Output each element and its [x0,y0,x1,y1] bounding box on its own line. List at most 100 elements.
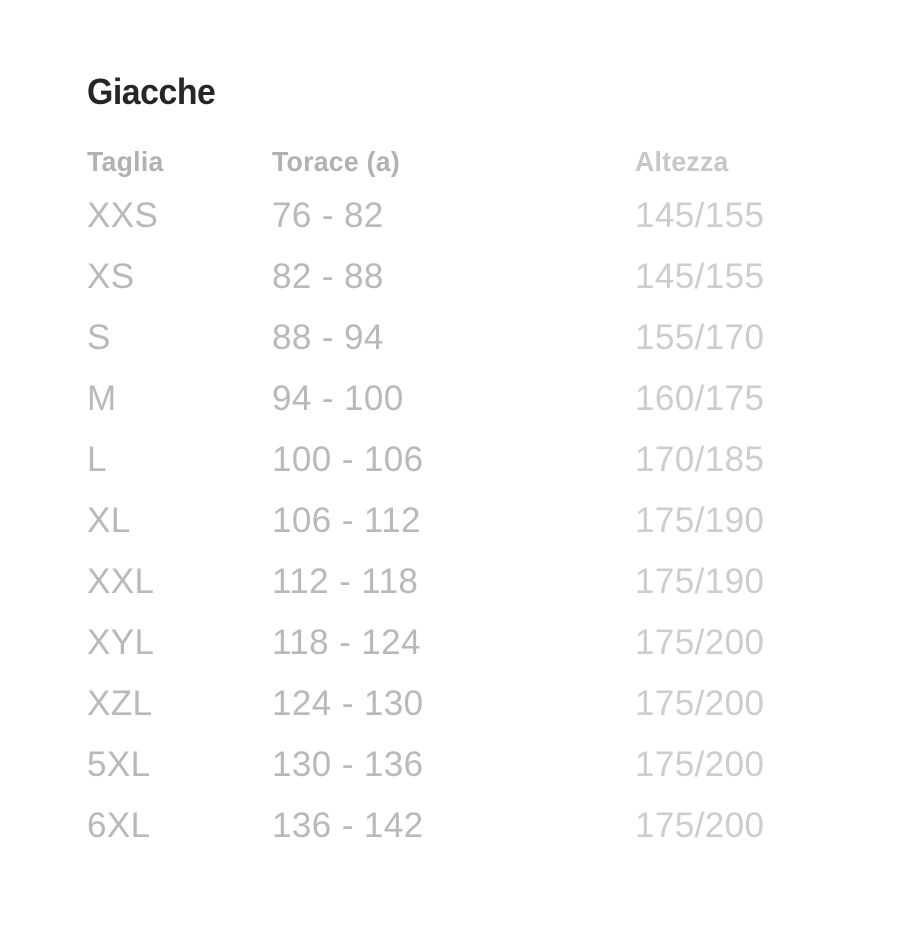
column-header-torace: Torace (a) [272,138,635,185]
cell-taglia-value: XL [87,501,131,540]
table-row: XYL 118 - 124 175/200 [0,612,900,673]
table-row: 6XL 136 - 142 175/200 [0,795,900,856]
cell-altezza-value: 175/200 [635,745,765,784]
table-row: XS 82 - 88 145/155 [0,246,900,307]
cell-taglia: XL [87,490,272,551]
table-gutter [0,368,87,429]
page-title: Giacche [87,71,216,112]
table-gutter [0,185,87,246]
cell-taglia-value: XYL [87,623,155,662]
table-header: Taglia Torace (a) Altezza [0,138,900,185]
table-gutter [0,246,87,307]
cell-taglia-value: XS [87,257,135,296]
table-gutter [0,612,87,673]
cell-taglia: XXL [87,551,272,612]
cell-altezza: 145/155 [635,185,900,246]
cell-taglia: L [87,429,272,490]
cell-altezza-value: 175/200 [635,623,765,662]
cell-taglia-value: L [87,440,107,479]
column-header-altezza-label: Altezza [635,146,729,177]
table-gutter [0,673,87,734]
cell-torace-value: 88 - 94 [272,318,384,357]
table-header-row: Taglia Torace (a) Altezza [0,138,900,185]
cell-altezza-value: 155/170 [635,318,765,357]
cell-torace: 76 - 82 [272,185,635,246]
cell-taglia-value: 5XL [87,745,151,784]
table-gutter [0,734,87,795]
cell-torace-value: 76 - 82 [272,196,384,235]
cell-taglia: XXS [87,185,272,246]
cell-torace-value: 82 - 88 [272,257,384,296]
cell-taglia-value: S [87,318,111,357]
cell-taglia: XYL [87,612,272,673]
cell-torace: 136 - 142 [272,795,635,856]
cell-torace-value: 112 - 118 [272,562,419,601]
cell-taglia: 6XL [87,795,272,856]
cell-altezza-value: 175/190 [635,501,765,540]
column-header-taglia: Taglia [87,138,272,185]
cell-torace: 94 - 100 [272,368,635,429]
table-gutter [0,307,87,368]
cell-altezza: 175/200 [635,612,900,673]
cell-altezza: 145/155 [635,246,900,307]
cell-altezza-value: 175/200 [635,806,765,845]
cell-torace: 106 - 112 [272,490,635,551]
cell-torace: 112 - 118 [272,551,635,612]
cell-altezza-value: 175/200 [635,684,765,723]
cell-altezza-value: 175/190 [635,562,765,601]
table-row: S 88 - 94 155/170 [0,307,900,368]
cell-torace-value: 136 - 142 [272,806,424,845]
column-header-altezza: Altezza [635,138,900,185]
cell-taglia-value: XZL [87,684,153,723]
cell-altezza-value: 145/155 [635,196,765,235]
cell-torace: 124 - 130 [272,673,635,734]
table-gutter [0,490,87,551]
cell-taglia: XZL [87,673,272,734]
cell-altezza: 155/170 [635,307,900,368]
cell-altezza-value: 145/155 [635,257,765,296]
cell-taglia-value: XXS [87,196,159,235]
cell-altezza: 175/190 [635,490,900,551]
cell-taglia-value: 6XL [87,806,151,845]
cell-altezza: 175/200 [635,795,900,856]
table-row: 5XL 130 - 136 175/200 [0,734,900,795]
cell-torace: 130 - 136 [272,734,635,795]
size-chart-table: Taglia Torace (a) Altezza XXS 76 - 82 145/… [0,138,900,856]
cell-torace-value: 100 - 106 [272,440,424,479]
table-gutter [0,795,87,856]
cell-taglia: 5XL [87,734,272,795]
cell-taglia: S [87,307,272,368]
column-header-torace-label: Torace (a) [272,146,401,177]
table-gutter [0,138,87,185]
cell-torace: 82 - 88 [272,246,635,307]
cell-altezza: 170/185 [635,429,900,490]
cell-torace-value: 94 - 100 [272,379,404,418]
cell-torace-value: 124 - 130 [272,684,424,723]
column-header-taglia-label: Taglia [87,146,164,177]
cell-taglia-value: M [87,379,117,418]
table-row: L 100 - 106 170/185 [0,429,900,490]
cell-altezza: 160/175 [635,368,900,429]
table-row: XZL 124 - 130 175/200 [0,673,900,734]
cell-torace-value: 106 - 112 [272,501,421,540]
cell-altezza-value: 170/185 [635,440,765,479]
table-row: XXL 112 - 118 175/190 [0,551,900,612]
cell-taglia-value: XXL [87,562,155,601]
table-row: XXS 76 - 82 145/155 [0,185,900,246]
cell-torace-value: 118 - 124 [272,623,421,662]
cell-taglia: M [87,368,272,429]
cell-altezza-value: 160/175 [635,379,765,418]
cell-torace: 88 - 94 [272,307,635,368]
table-row: XL 106 - 112 175/190 [0,490,900,551]
table-body: XXS 76 - 82 145/155 XS 82 - 88 145/155 S 88 - 9… [0,185,900,856]
cell-altezza: 175/190 [635,551,900,612]
table-gutter [0,551,87,612]
table-gutter [0,429,87,490]
cell-altezza: 175/200 [635,734,900,795]
cell-torace-value: 130 - 136 [272,745,424,784]
cell-torace: 100 - 106 [272,429,635,490]
table-row: M 94 - 100 160/175 [0,368,900,429]
cell-altezza: 175/200 [635,673,900,734]
cell-torace: 118 - 124 [272,612,635,673]
